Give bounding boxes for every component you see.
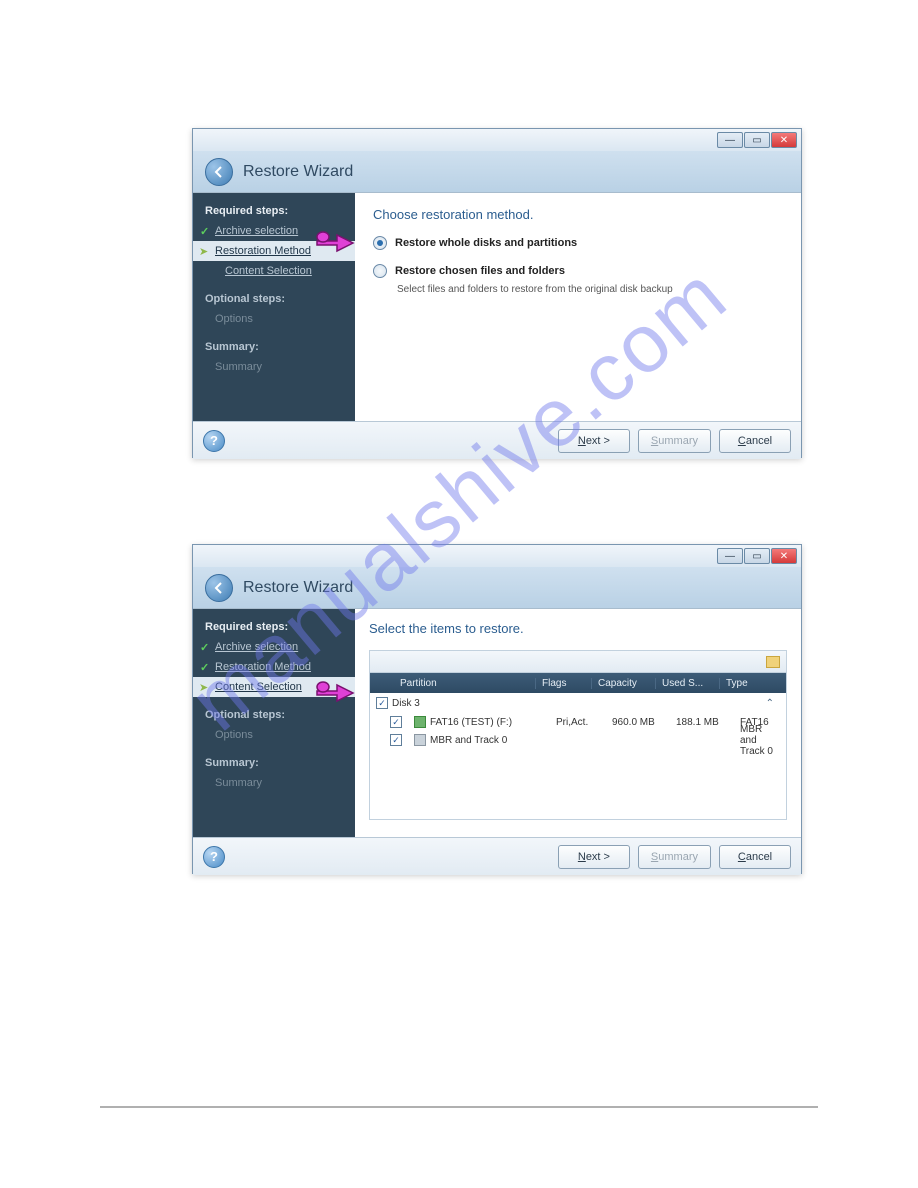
cell-capacity: 960.0 MB	[606, 717, 670, 728]
back-arrow-icon	[212, 165, 226, 179]
page-divider	[100, 1106, 818, 1108]
sidebar-item-label: Archive selection	[215, 641, 298, 653]
radio-label: Restore chosen files and folders	[395, 265, 565, 277]
cell-used: 188.1 MB	[670, 717, 734, 728]
back-button[interactable]	[205, 574, 233, 602]
cell-type: MBR and Track 0	[734, 724, 786, 757]
arrow-icon: ➤	[199, 245, 208, 258]
grid-toolbar	[370, 651, 786, 673]
disk-label: Disk 3	[392, 698, 420, 709]
sidebar-item-content-selection[interactable]: Content Selection	[193, 261, 355, 281]
back-button[interactable]	[205, 158, 233, 186]
restore-wizard-window-1: — ▭ ✕ Restore Wizard Required steps: ✓ A…	[192, 128, 802, 458]
col-partition[interactable]: Partition	[394, 678, 536, 689]
mbr-icon	[414, 734, 426, 746]
sidebar-item-label: Summary	[215, 361, 262, 373]
check-icon: ✓	[200, 661, 209, 674]
content-title: Choose restoration method.	[373, 207, 783, 222]
sidebar-item-label: Options	[215, 313, 253, 325]
col-type[interactable]: Type	[720, 678, 786, 689]
sidebar-item-options[interactable]: Options	[193, 309, 355, 329]
radio-icon	[373, 264, 387, 278]
back-arrow-icon	[212, 581, 226, 595]
sidebar-item-label: Options	[215, 729, 253, 741]
sidebar-item-label: Archive selection	[215, 225, 298, 237]
wizard-header: Restore Wizard	[193, 567, 801, 609]
sidebar-item-label: Restoration Method	[215, 661, 311, 673]
minimize-button[interactable]: —	[717, 132, 743, 148]
wizard-footer: ? Next > Summary Cancel	[193, 837, 801, 875]
sidebar-item-label: Summary	[215, 777, 262, 789]
wizard-title: Restore Wizard	[243, 579, 353, 597]
cell-partition: MBR and Track 0	[430, 735, 507, 746]
cell-flags: Pri,Act.	[550, 717, 606, 728]
sidebar-required-heading: Required steps:	[193, 617, 355, 637]
radio-subtext: Select files and folders to restore from…	[397, 284, 783, 295]
maximize-button[interactable]: ▭	[744, 548, 770, 564]
close-button[interactable]: ✕	[771, 548, 797, 564]
titlebar: — ▭ ✕	[193, 545, 801, 567]
titlebar: — ▭ ✕	[193, 129, 801, 151]
next-button[interactable]: Next >	[558, 429, 630, 453]
wizard-content: Choose restoration method. Restore whole…	[355, 193, 801, 421]
col-capacity[interactable]: Capacity	[592, 678, 656, 689]
sidebar-item-label: Restoration Method	[215, 245, 311, 257]
maximize-button[interactable]: ▭	[744, 132, 770, 148]
radio-restore-files[interactable]: Restore chosen files and folders	[373, 264, 783, 278]
cancel-button[interactable]: Cancel	[719, 845, 791, 869]
wizard-title: Restore Wizard	[243, 163, 353, 181]
cancel-button[interactable]: Cancel	[719, 429, 791, 453]
help-button[interactable]: ?	[203, 846, 225, 868]
sidebar-summary-heading: Summary:	[193, 337, 355, 357]
check-icon: ✓	[200, 225, 209, 238]
sidebar-optional-heading: Optional steps:	[193, 705, 355, 725]
pointer-hand-icon	[315, 227, 355, 257]
checkbox-icon[interactable]: ✓	[376, 697, 388, 709]
partition-icon	[414, 716, 426, 728]
col-flags[interactable]: Flags	[536, 678, 592, 689]
cell-partition: FAT16 (TEST) (F:)	[430, 717, 512, 728]
collapse-icon[interactable]: ⌃	[766, 698, 780, 709]
sidebar-item-summary[interactable]: Summary	[193, 773, 355, 793]
sidebar-item-archive-selection[interactable]: ✓ Archive selection	[193, 637, 355, 657]
sidebar-item-summary[interactable]: Summary	[193, 357, 355, 377]
sidebar-item-label: Content Selection	[225, 265, 312, 277]
wizard-sidebar: Required steps: ✓ Archive selection ✓ Re…	[193, 609, 355, 837]
table-row[interactable]: ✓ MBR and Track 0 MBR and Track 0	[370, 731, 786, 749]
wizard-content: Select the items to restore. Partition F…	[355, 609, 801, 837]
content-title: Select the items to restore.	[369, 621, 787, 636]
col-used[interactable]: Used S...	[656, 678, 720, 689]
summary-button[interactable]: Summary	[638, 845, 711, 869]
columns-icon[interactable]	[766, 656, 780, 668]
summary-button[interactable]: Summary	[638, 429, 711, 453]
sidebar-item-restoration-method[interactable]: ✓ Restoration Method	[193, 657, 355, 677]
minimize-button[interactable]: —	[717, 548, 743, 564]
radio-label: Restore whole disks and partitions	[395, 237, 577, 249]
disk-group-row[interactable]: ✓ Disk 3 ⌃	[370, 693, 786, 713]
table-row[interactable]: ✓ FAT16 (TEST) (F:) Pri,Act. 960.0 MB 18…	[370, 713, 786, 731]
grid-header: Partition Flags Capacity Used S... Type	[370, 673, 786, 693]
next-button[interactable]: Next >	[558, 845, 630, 869]
wizard-body: Required steps: ✓ Archive selection ✓ Re…	[193, 609, 801, 837]
sidebar-summary-heading: Summary:	[193, 753, 355, 773]
checkbox-icon[interactable]: ✓	[390, 734, 402, 746]
sidebar-required-heading: Required steps:	[193, 201, 355, 221]
restore-wizard-window-2: — ▭ ✕ Restore Wizard Required steps: ✓ A…	[192, 544, 802, 874]
sidebar-item-label: Content Selection	[215, 681, 302, 693]
items-grid: Partition Flags Capacity Used S... Type …	[369, 650, 787, 820]
sidebar-optional-heading: Optional steps:	[193, 289, 355, 309]
wizard-body: Required steps: ✓ Archive selection ➤ Re…	[193, 193, 801, 421]
sidebar-item-options[interactable]: Options	[193, 725, 355, 745]
arrow-icon: ➤	[199, 681, 208, 694]
radio-icon	[373, 236, 387, 250]
pointer-hand-icon	[315, 677, 355, 707]
radio-restore-whole[interactable]: Restore whole disks and partitions	[373, 236, 783, 250]
wizard-footer: ? Next > Summary Cancel	[193, 421, 801, 459]
wizard-header: Restore Wizard	[193, 151, 801, 193]
close-button[interactable]: ✕	[771, 132, 797, 148]
help-button[interactable]: ?	[203, 430, 225, 452]
check-icon: ✓	[200, 641, 209, 654]
checkbox-icon[interactable]: ✓	[390, 716, 402, 728]
